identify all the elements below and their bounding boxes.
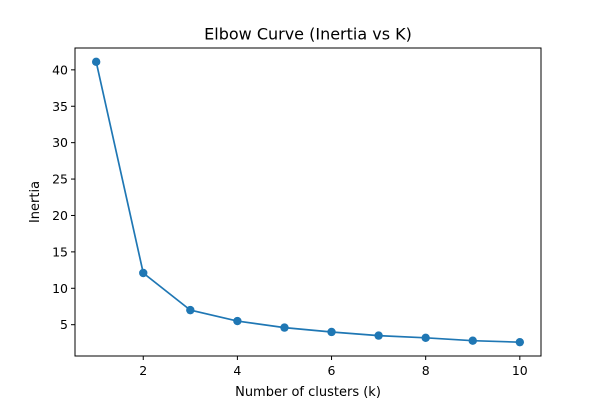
- y-tick-label: 20: [52, 208, 68, 223]
- data-point: [280, 323, 289, 332]
- y-tick-label: 25: [52, 172, 68, 187]
- x-tick-label: 2: [139, 363, 147, 378]
- x-tick-label: 10: [512, 363, 528, 378]
- y-axis-label: Inertia: [28, 181, 43, 223]
- axes-frame: [74, 47, 542, 357]
- data-point: [233, 316, 242, 326]
- data-point: [327, 327, 336, 337]
- series-line: [95, 61, 520, 344]
- data-point: [421, 333, 430, 342]
- y-tick-label: 30: [52, 135, 68, 150]
- data-point: [515, 337, 525, 347]
- chart-title: Elbow Curve (Inertia vs K): [204, 25, 412, 44]
- y-tick-label: 5: [60, 317, 68, 332]
- x-tick-label: 8: [422, 363, 430, 378]
- x-tick-label: 6: [328, 363, 336, 378]
- y-tick-label: 40: [52, 62, 68, 77]
- x-axis-label: Number of clusters (k): [235, 385, 381, 400]
- x-axis-ticks: 2 4 6 8 10: [139, 356, 528, 378]
- y-tick-label: 10: [52, 281, 68, 296]
- data-point: [186, 305, 195, 315]
- y-tick-label: 35: [52, 99, 68, 114]
- data-point: [91, 57, 101, 67]
- data-point: [374, 331, 383, 340]
- plot-area: [91, 57, 525, 347]
- x-tick-label: 4: [233, 363, 241, 378]
- y-axis-ticks: 5 10 15 20 25 30 35 40: [52, 62, 75, 332]
- data-point: [139, 268, 148, 278]
- data-point: [468, 336, 477, 345]
- y-tick-label: 15: [52, 244, 68, 259]
